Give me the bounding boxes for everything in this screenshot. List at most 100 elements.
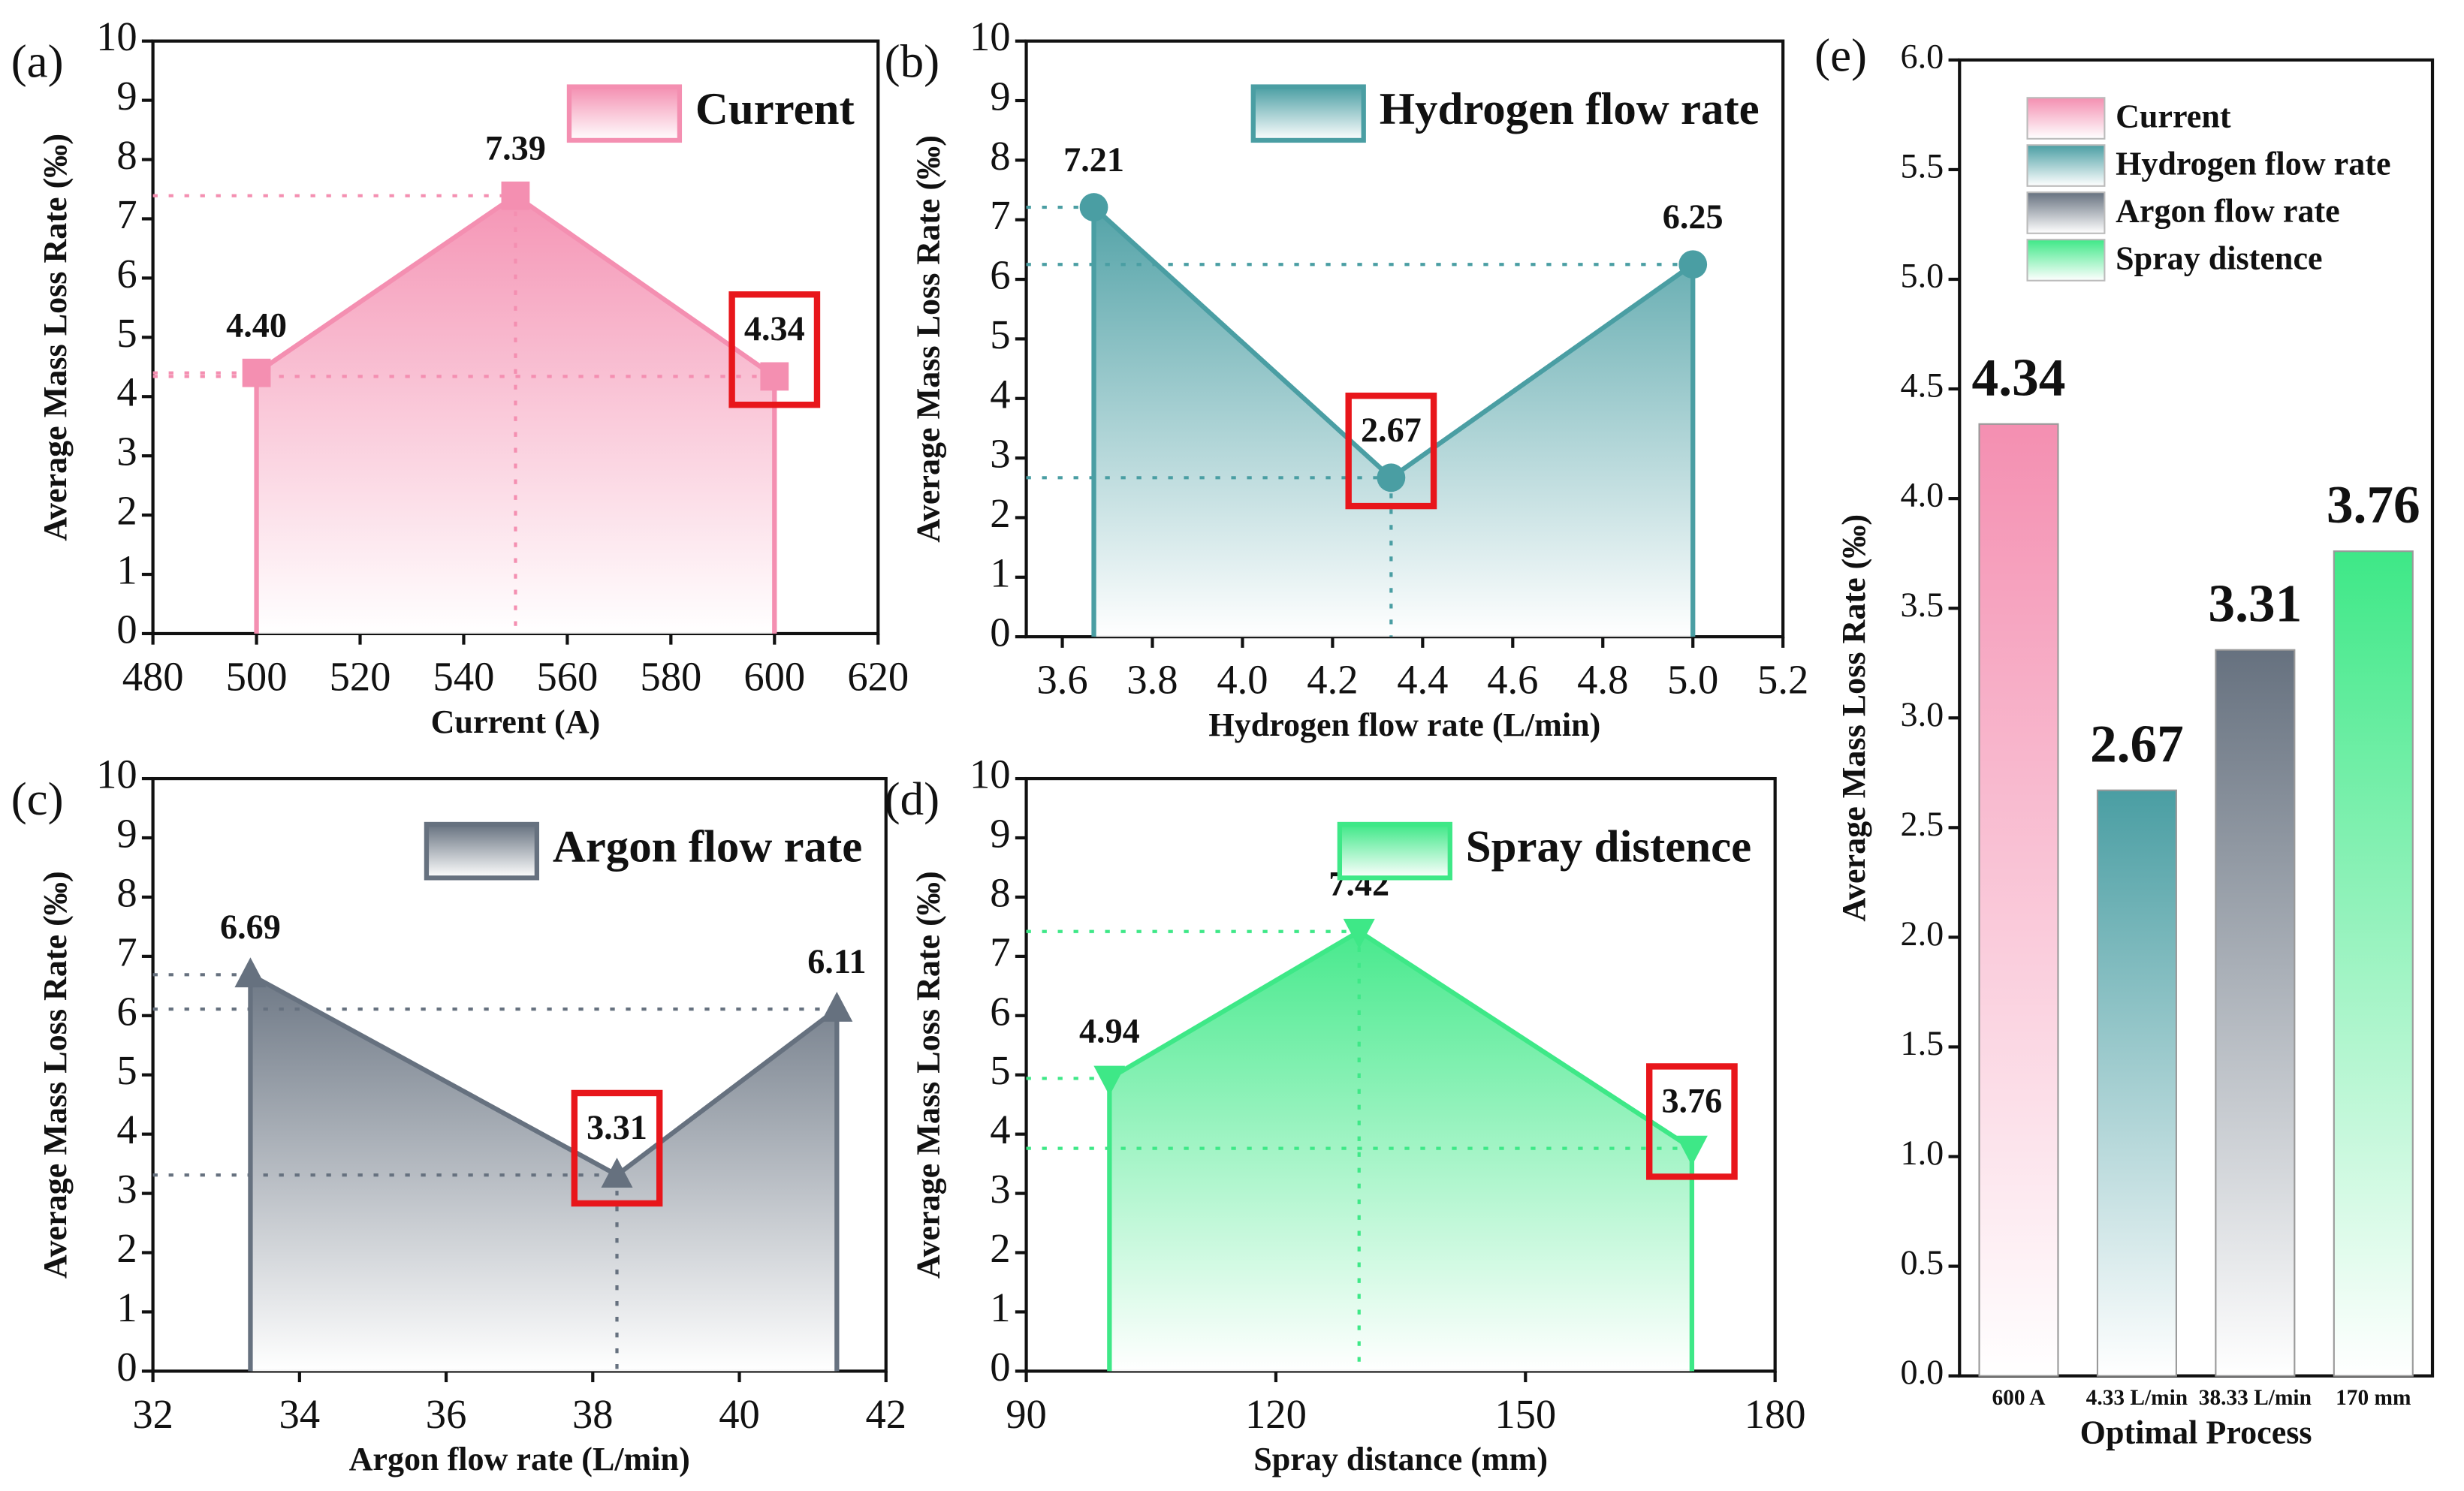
y-tick-label: 2 xyxy=(990,490,1010,536)
y-tick-label: 0 xyxy=(990,1344,1010,1390)
value-label: 6.11 xyxy=(807,942,866,980)
legend-swatch xyxy=(2026,239,2106,282)
y-tick-label: 5.5 xyxy=(1901,147,1944,185)
x-tick-label: 180 xyxy=(1745,1391,1806,1437)
legend-swatch xyxy=(566,84,683,143)
marker xyxy=(501,181,530,210)
y-tick-label: 1 xyxy=(990,550,1010,595)
x-tick-label: 580 xyxy=(640,653,701,699)
x-tick-label: 32 xyxy=(132,1391,173,1437)
highlight-box xyxy=(1645,1063,1738,1180)
y-tick-label: 3 xyxy=(990,1166,1010,1212)
x-tick-label: 4.33 L/min xyxy=(2086,1386,2188,1410)
y-tick-label: 3 xyxy=(116,429,137,474)
y-tick-label: 5 xyxy=(990,1047,1010,1093)
x-tick-label: 42 xyxy=(865,1391,906,1437)
marker xyxy=(1377,463,1406,492)
marker xyxy=(1079,193,1108,221)
y-tick-label: 8 xyxy=(116,132,137,178)
y-axis-label: Average Mass Loss Rate (‰) xyxy=(910,871,947,1279)
y-tick-label: 4 xyxy=(116,1107,137,1152)
area xyxy=(1109,931,1692,1372)
x-tick-label: 5.0 xyxy=(1667,657,1718,703)
value-label: 2.67 xyxy=(1361,411,1422,449)
y-tick-label: 2.5 xyxy=(1901,805,1944,843)
y-tick-label: 3.5 xyxy=(1901,586,1944,624)
legend-label: Current xyxy=(695,84,855,134)
legend-label: Argon flow rate xyxy=(2116,193,2340,230)
x-tick-label: 90 xyxy=(1006,1391,1047,1437)
marker xyxy=(1343,918,1375,949)
y-tick-label: 9 xyxy=(990,74,1010,119)
bar xyxy=(2333,550,2414,1377)
x-tick-label: 170 mm xyxy=(2336,1386,2411,1410)
x-tick-label: 4.0 xyxy=(1217,657,1268,703)
x-tick-label: 4.8 xyxy=(1577,657,1628,703)
legend-swatch xyxy=(1250,84,1366,143)
x-tick-label: 34 xyxy=(279,1391,321,1437)
legend-swatch xyxy=(424,821,540,881)
y-tick-label: 4.0 xyxy=(1901,476,1944,514)
y-tick-label: 7 xyxy=(990,929,1010,974)
x-tick-label: 600 xyxy=(743,653,805,699)
y-tick-label: 1 xyxy=(116,547,137,593)
x-axis-label: Current (A) xyxy=(431,703,601,740)
legend-swatch xyxy=(2026,97,2106,140)
y-tick-label: 10 xyxy=(970,14,1011,59)
marker xyxy=(1678,250,1708,279)
y-tick-label: 3 xyxy=(116,1166,137,1212)
x-tick-label: 3.8 xyxy=(1126,657,1178,703)
marker xyxy=(601,1158,633,1188)
legend-label: Hydrogen flow rate xyxy=(1380,84,1760,134)
marker xyxy=(234,957,267,988)
y-tick-label: 10 xyxy=(96,14,137,59)
panel-label: (d) xyxy=(885,773,939,825)
y-tick-label: 5 xyxy=(116,1047,137,1093)
y-tick-label: 8 xyxy=(116,869,137,915)
y-tick-label: 4 xyxy=(990,371,1010,417)
y-tick-label: 4.5 xyxy=(1901,366,1944,405)
y-tick-label: 7 xyxy=(116,929,137,974)
marker xyxy=(1093,1065,1126,1096)
panel-label: (c) xyxy=(11,773,64,825)
y-tick-label: 9 xyxy=(116,73,137,119)
value-label: 3.76 xyxy=(2327,475,2420,535)
y-tick-label: 9 xyxy=(116,811,137,857)
panel-label: (b) xyxy=(885,35,939,88)
y-tick-label: 1.5 xyxy=(1901,1024,1944,1062)
x-axis-label: Hydrogen flow rate (L/min) xyxy=(1208,706,1600,743)
y-tick-label: 1 xyxy=(116,1285,137,1330)
highlight-box xyxy=(728,291,821,408)
x-tick-label: 40 xyxy=(719,1391,760,1437)
y-tick-label: 0.0 xyxy=(1901,1353,1944,1391)
y-tick-label: 2.0 xyxy=(1901,914,1944,953)
x-axis-label: Argon flow rate (L/min) xyxy=(349,1441,690,1477)
y-tick-label: 3.0 xyxy=(1901,695,1944,733)
y-tick-label: 1.0 xyxy=(1901,1134,1944,1172)
y-tick-label: 0 xyxy=(990,610,1010,655)
legend-label: Spray distence xyxy=(1466,822,1751,872)
marker xyxy=(760,362,789,391)
value-label: 3.76 xyxy=(1661,1081,1722,1119)
y-tick-label: 4 xyxy=(990,1107,1010,1152)
value-label: 4.94 xyxy=(1079,1011,1140,1050)
y-axis-label: Average Mass Loss Rate (‰) xyxy=(1835,514,1872,922)
marker xyxy=(242,358,271,387)
x-tick-label: 520 xyxy=(330,653,391,699)
y-axis-label: Average Mass Loss Rate (‰) xyxy=(37,871,74,1279)
x-tick-label: 540 xyxy=(433,653,495,699)
x-tick-label: 620 xyxy=(847,653,909,699)
y-tick-label: 0 xyxy=(116,606,137,652)
x-tick-label: 3.6 xyxy=(1036,657,1087,703)
value-label: 2.67 xyxy=(2090,714,2184,773)
y-tick-label: 6.0 xyxy=(1901,37,1944,75)
y-tick-label: 2 xyxy=(116,1225,137,1271)
legend-label: Current xyxy=(2116,98,2231,135)
value-label: 7.39 xyxy=(485,128,546,167)
panel-label: (a) xyxy=(11,35,64,88)
value-label: 7.21 xyxy=(1063,140,1124,179)
y-tick-label: 7 xyxy=(116,191,137,237)
marker xyxy=(1675,1135,1708,1166)
x-tick-label: 5.2 xyxy=(1757,657,1808,703)
